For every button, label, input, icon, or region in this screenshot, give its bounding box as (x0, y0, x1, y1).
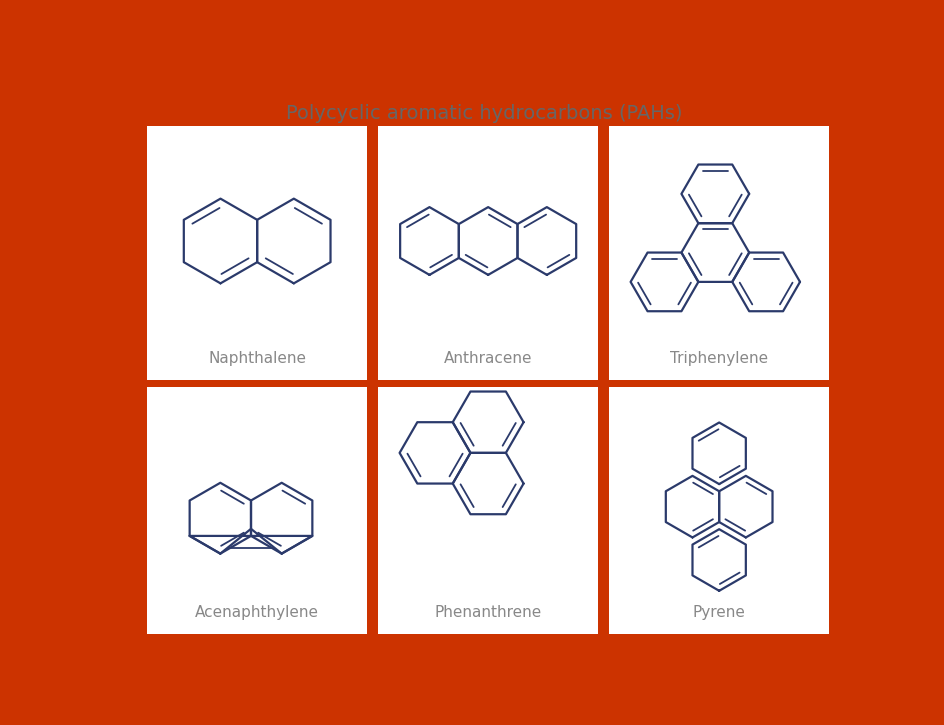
FancyBboxPatch shape (609, 387, 828, 634)
Text: Polycyclic aromatic hydrocarbons (PAHs): Polycyclic aromatic hydrocarbons (PAHs) (285, 104, 682, 123)
Text: Acenaphthylene: Acenaphthylene (195, 605, 319, 620)
Text: Naphthalene: Naphthalene (208, 351, 306, 365)
FancyBboxPatch shape (147, 387, 366, 634)
FancyBboxPatch shape (609, 125, 828, 380)
Text: Phenanthrene: Phenanthrene (434, 605, 541, 620)
Text: Triphenylene: Triphenylene (669, 351, 767, 365)
Text: Pyrene: Pyrene (692, 605, 745, 620)
FancyBboxPatch shape (378, 125, 598, 380)
Text: Anthracene: Anthracene (444, 351, 531, 365)
FancyBboxPatch shape (147, 125, 366, 380)
FancyBboxPatch shape (378, 387, 598, 634)
